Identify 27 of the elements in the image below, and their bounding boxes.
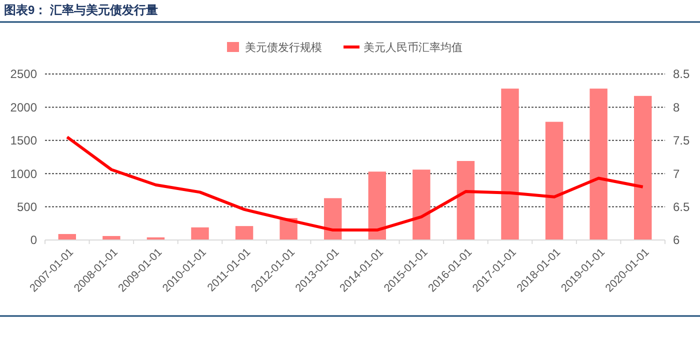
chart-title: 图表9： 汇率与美元债发行量 [4,3,158,17]
bar [634,96,652,240]
legend-label: 美元债发行规模 [245,40,322,54]
y-tick-label: 500 [16,200,38,214]
bar [58,234,76,240]
y-tick-label: 2500 [10,67,38,82]
y2-tick-label: 8.5 [673,67,690,82]
y2-tick-label: 7 [673,166,680,181]
y-tick-label: 1500 [10,134,38,148]
line-series [66,136,644,232]
y2-tick-label: 7.5 [673,134,690,148]
y2-tick-label: 6 [673,233,680,248]
y-tick-label: 0 [30,233,38,248]
y2-tick-label: 8 [673,100,680,114]
bar [501,88,519,240]
y-tick-label: 2000 [10,100,38,114]
bar [545,122,564,240]
bar [412,170,430,240]
bar [368,172,386,240]
y2-tick-label: 6.5 [673,200,690,214]
bar [191,227,209,240]
y-tick-label: 1000 [10,166,38,181]
bar [324,198,342,240]
bar [235,226,254,240]
legend-label: 美元人民币汇率均值 [364,40,462,54]
bar [456,160,475,240]
bar [590,88,608,240]
